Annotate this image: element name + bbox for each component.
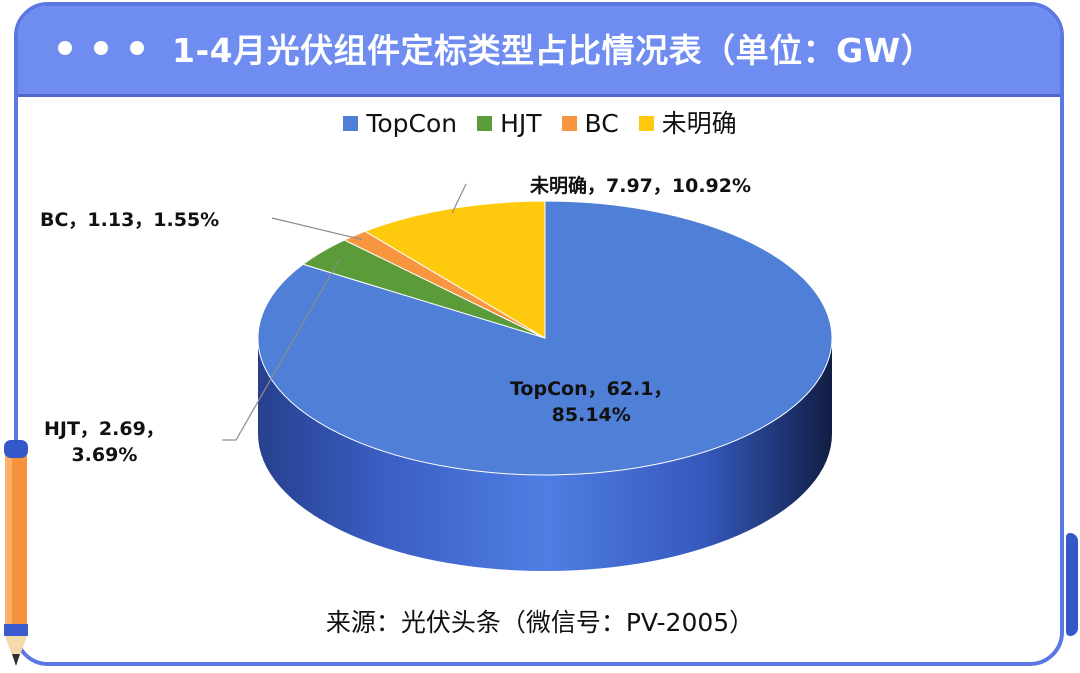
legend: TopCon HJT BC 未明确 xyxy=(0,104,1080,140)
pie-side-topcon xyxy=(258,338,832,571)
pie-slice-unclear xyxy=(363,200,546,339)
data-label-hjt-line2: 3.69% xyxy=(71,444,138,466)
legend-swatch-hjt xyxy=(477,116,493,131)
data-label-topcon: TopCon，62.1， 85.14% xyxy=(510,376,673,428)
pencil-icon xyxy=(4,440,28,666)
source-note: 来源：光伏头条（微信号：PV-2005） xyxy=(325,608,755,637)
legend-label-topcon: TopCon xyxy=(366,109,458,138)
window-dots xyxy=(58,40,166,59)
legend-label-bc: BC xyxy=(584,109,619,138)
data-label-unclear-line1: 未明确，7.97，10.92% xyxy=(530,175,752,197)
legend-item-unclear: 未明确 xyxy=(638,104,737,140)
side-tab xyxy=(1066,533,1078,636)
leader-line-unclear xyxy=(451,183,467,213)
chart-title: 1-4月光伏组件定标类型占比情况表（单位：GW） xyxy=(172,31,935,70)
leader-line-bc xyxy=(271,217,363,241)
legend-item-topcon: TopCon xyxy=(343,109,457,138)
data-label-hjt-line1: HJT，2.69， xyxy=(44,418,165,440)
data-label-hjt: HJT，2.69， 3.69% xyxy=(44,416,165,468)
window-dot-icon xyxy=(94,41,108,55)
leader-line-hjt xyxy=(222,258,341,441)
legend-item-hjt: HJT xyxy=(477,109,542,138)
data-label-topcon-line1: TopCon，62.1， xyxy=(510,378,673,400)
window-dot-icon xyxy=(58,41,72,55)
legend-swatch-unclear xyxy=(638,116,654,131)
data-label-bc-line1: BC，1.13，1.55% xyxy=(40,209,220,231)
data-label-unclear: 未明确，7.97，10.92% xyxy=(530,173,751,199)
window-dot-icon xyxy=(130,41,144,55)
legend-swatch-topcon xyxy=(343,116,359,131)
legend-item-bc: BC xyxy=(561,109,619,138)
legend-label-unclear: 未明确 xyxy=(661,109,737,138)
legend-swatch-bc xyxy=(561,116,577,131)
data-label-topcon-line2: 85.14% xyxy=(551,404,631,426)
legend-label-hjt: HJT xyxy=(500,109,542,138)
title-bar: 1-4月光伏组件定标类型占比情况表（单位：GW） xyxy=(18,6,1060,97)
data-label-bc: BC，1.13，1.55% xyxy=(40,207,219,233)
